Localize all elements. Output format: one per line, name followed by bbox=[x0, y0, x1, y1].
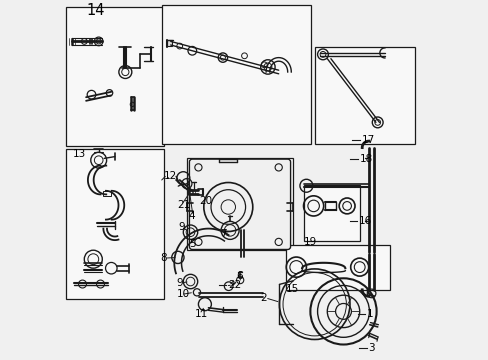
Bar bbox=[285, 245, 389, 290]
Text: 4: 4 bbox=[188, 211, 195, 221]
Bar bbox=[314, 47, 415, 144]
Text: 2: 2 bbox=[260, 293, 266, 303]
Bar bbox=[66, 149, 163, 299]
Text: 12: 12 bbox=[164, 171, 177, 181]
Bar bbox=[167, 40, 171, 46]
Text: 10: 10 bbox=[176, 289, 189, 300]
Text: 1: 1 bbox=[366, 309, 373, 319]
Text: 19: 19 bbox=[303, 237, 317, 247]
Text: 14: 14 bbox=[87, 3, 105, 18]
Bar bbox=[162, 5, 310, 144]
Bar bbox=[186, 158, 292, 250]
Text: 17: 17 bbox=[361, 135, 374, 145]
Bar bbox=[66, 7, 163, 146]
Text: 18: 18 bbox=[359, 154, 372, 164]
Text: 22: 22 bbox=[228, 280, 241, 290]
FancyBboxPatch shape bbox=[189, 159, 290, 249]
Text: 13: 13 bbox=[73, 149, 86, 159]
Text: 20: 20 bbox=[199, 195, 212, 206]
Text: 5: 5 bbox=[189, 239, 196, 249]
Text: 21: 21 bbox=[177, 200, 190, 210]
Text: 8: 8 bbox=[160, 253, 166, 263]
Text: 6: 6 bbox=[235, 271, 242, 282]
Text: 3: 3 bbox=[367, 343, 374, 353]
Text: 15: 15 bbox=[285, 284, 299, 294]
Text: 9: 9 bbox=[176, 278, 183, 288]
Text: 9: 9 bbox=[178, 222, 184, 232]
Bar bbox=[303, 185, 359, 241]
Text: 16: 16 bbox=[358, 216, 371, 226]
Text: 7: 7 bbox=[220, 229, 226, 239]
Bar bbox=[103, 191, 111, 196]
Text: 11: 11 bbox=[194, 309, 208, 319]
